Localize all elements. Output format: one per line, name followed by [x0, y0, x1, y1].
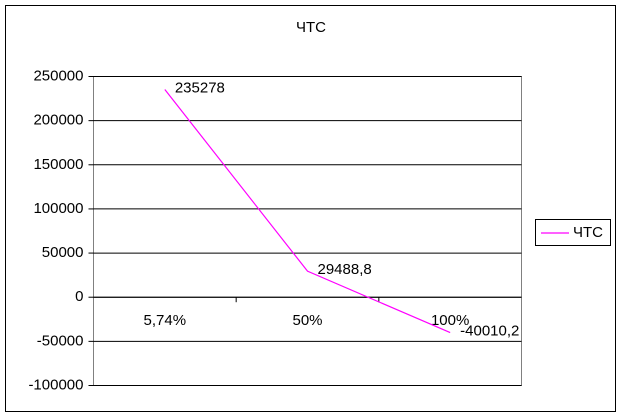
y-tick-label: -50000 — [37, 332, 84, 349]
legend-label: ЧТС — [573, 224, 603, 241]
y-tick-label: 250000 — [33, 67, 83, 84]
y-tick-label: -100000 — [28, 376, 83, 393]
y-tick-label: 100000 — [33, 200, 83, 217]
x-tick-label: 5,74% — [144, 312, 187, 329]
line-series — [164, 89, 451, 334]
data-label: 235278 — [175, 79, 225, 96]
x-tick-label: 50% — [292, 312, 322, 329]
y-tick-label: 150000 — [33, 156, 83, 173]
y-tick-label: 200000 — [33, 112, 83, 129]
data-label: -40010,2 — [460, 323, 519, 340]
plot-area — [93, 76, 522, 386]
x-tick-label: 100% — [431, 312, 469, 329]
y-tick-label: 50000 — [42, 244, 84, 261]
y-tick-label: 0 — [75, 288, 83, 305]
data-label: 29488,8 — [318, 261, 372, 278]
chart-title: ЧТС — [296, 19, 326, 36]
